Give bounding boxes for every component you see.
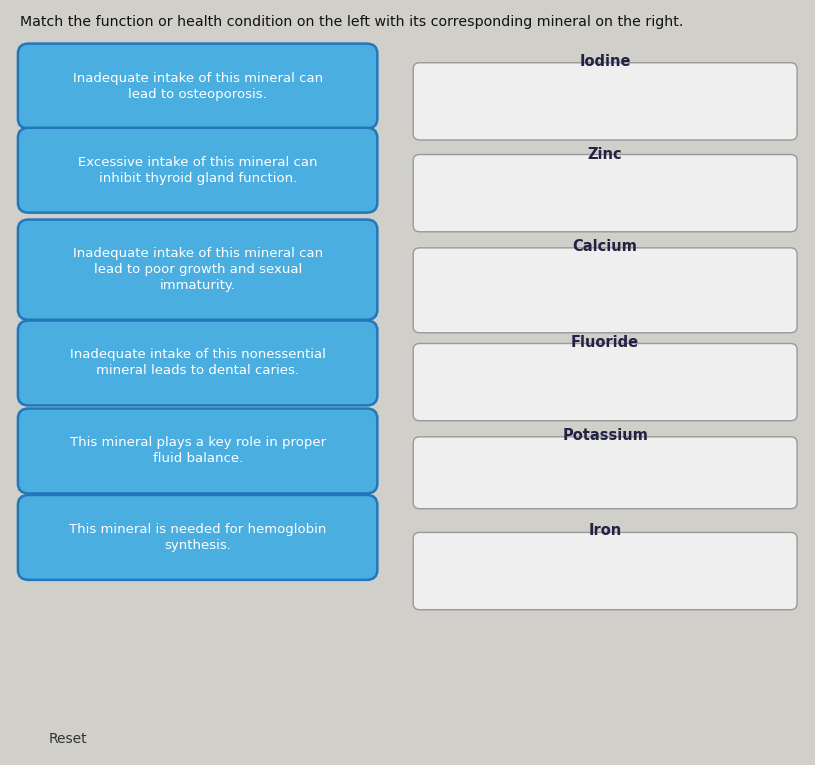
FancyBboxPatch shape (18, 220, 377, 320)
FancyBboxPatch shape (18, 321, 377, 405)
FancyBboxPatch shape (18, 44, 377, 129)
Text: Iron: Iron (588, 523, 622, 539)
FancyBboxPatch shape (18, 495, 377, 580)
FancyBboxPatch shape (413, 437, 797, 509)
FancyBboxPatch shape (413, 248, 797, 333)
FancyBboxPatch shape (18, 409, 377, 493)
Text: Zinc: Zinc (588, 147, 623, 162)
Text: Calcium: Calcium (573, 239, 637, 254)
Text: This mineral is needed for hemoglobin
synthesis.: This mineral is needed for hemoglobin sy… (69, 523, 326, 552)
FancyBboxPatch shape (413, 343, 797, 421)
FancyBboxPatch shape (413, 532, 797, 610)
Text: Inadequate intake of this mineral can
lead to osteoporosis.: Inadequate intake of this mineral can le… (73, 72, 323, 100)
FancyBboxPatch shape (413, 155, 797, 232)
Text: This mineral plays a key role in proper
fluid balance.: This mineral plays a key role in proper … (69, 437, 326, 465)
Text: Inadequate intake of this mineral can
lead to poor growth and sexual
immaturity.: Inadequate intake of this mineral can le… (73, 247, 323, 292)
Text: Fluoride: Fluoride (571, 335, 639, 350)
FancyBboxPatch shape (18, 128, 377, 213)
Text: Potassium: Potassium (562, 428, 648, 443)
Text: Reset: Reset (49, 732, 87, 746)
Text: Excessive intake of this mineral can
inhibit thyroid gland function.: Excessive intake of this mineral can inh… (78, 156, 317, 184)
Text: Inadequate intake of this nonessential
mineral leads to dental caries.: Inadequate intake of this nonessential m… (70, 349, 325, 377)
Text: Match the function or health condition on the left with its corresponding minera: Match the function or health condition o… (20, 15, 684, 29)
FancyBboxPatch shape (413, 63, 797, 140)
Text: Iodine: Iodine (579, 54, 631, 69)
